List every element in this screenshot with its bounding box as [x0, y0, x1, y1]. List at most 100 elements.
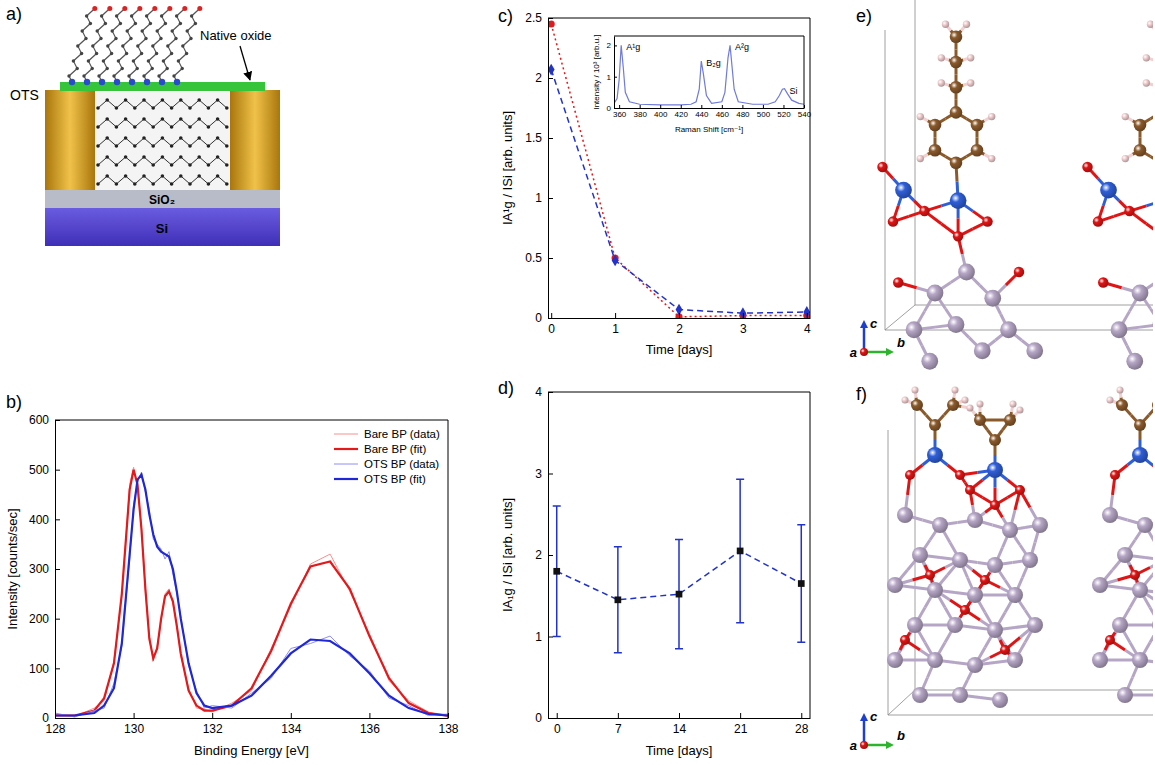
tick: 2	[535, 548, 553, 562]
ots-chain	[129, 9, 155, 83]
error-bar	[675, 540, 683, 649]
tick: 460	[716, 105, 730, 119]
tick-label: 7	[615, 722, 622, 736]
ots-atom	[136, 44, 139, 47]
tick-mark	[212, 713, 213, 718]
tick: 130	[124, 713, 144, 736]
marker	[803, 306, 810, 318]
ots-atom	[155, 52, 158, 55]
ots-atom	[157, 74, 160, 77]
bp-atom	[105, 155, 109, 159]
peak-label: Si	[789, 86, 797, 96]
atom	[1126, 353, 1143, 370]
ots-atom	[166, 67, 169, 70]
axis: 01234	[535, 385, 553, 725]
panel-label: a)	[6, 4, 22, 24]
tick-mark	[548, 18, 553, 19]
tick-label: 28	[795, 722, 809, 736]
bp-atom	[161, 136, 165, 140]
bp-atom	[207, 163, 211, 167]
bp-atom	[124, 155, 128, 159]
atom	[982, 216, 993, 227]
atom	[955, 470, 965, 480]
structure-e: cba	[850, 0, 1155, 370]
legend-swatch	[334, 448, 358, 450]
ots-atom	[177, 59, 180, 62]
bp-atom	[105, 174, 109, 178]
ots-atom	[112, 74, 115, 77]
tick: 0	[554, 713, 561, 736]
ots-atom	[190, 14, 193, 17]
atom	[967, 657, 983, 673]
atom	[902, 397, 909, 404]
bp-atom	[179, 98, 183, 102]
bp-channel	[95, 92, 230, 190]
tick-label: 2	[535, 548, 542, 562]
atom	[947, 617, 963, 633]
ots-anchor	[99, 79, 105, 85]
ots-atom	[82, 74, 85, 77]
atom	[1015, 485, 1025, 495]
bp-atom	[151, 106, 155, 110]
tick-label: 1	[607, 73, 612, 82]
bonds	[1100, 390, 1153, 700]
atom	[950, 106, 963, 119]
bp-atom	[216, 155, 220, 159]
bp-atom	[115, 106, 119, 110]
unit-cell	[888, 690, 915, 715]
bp-atom	[216, 136, 220, 140]
plot-area	[614, 45, 804, 104]
ots-atom	[166, 44, 169, 47]
tick-label: 0.5	[525, 251, 542, 265]
bond	[1146, 201, 1153, 206]
atom	[888, 216, 899, 227]
tick-mark	[55, 420, 60, 421]
tick-mark	[681, 105, 682, 108]
tick-label: 2.5	[525, 11, 542, 25]
bp-atom	[96, 182, 100, 186]
structure-f: cba	[850, 387, 1155, 754]
bond	[1151, 309, 1154, 325]
atom	[1117, 687, 1133, 703]
tick-label: 134	[281, 722, 301, 736]
tick: 440	[695, 105, 709, 119]
ots-atom	[114, 37, 117, 40]
atom	[987, 557, 1003, 573]
bp-atom	[170, 144, 174, 148]
atom	[1134, 119, 1147, 132]
x-axis-title: Time [days]	[646, 743, 713, 758]
bp-atom	[115, 182, 119, 186]
ots-chain	[84, 9, 110, 83]
atom	[1102, 507, 1118, 523]
tick-label: 500	[29, 463, 49, 477]
atom	[912, 687, 928, 703]
atom	[919, 206, 930, 217]
bp-atom	[124, 117, 128, 121]
ots-atom	[72, 59, 75, 62]
tick: 300	[29, 562, 60, 576]
bond	[1151, 157, 1154, 163]
tick-mark	[55, 569, 60, 570]
legend-label: Bare BP (fit)	[364, 443, 427, 455]
tick-mark	[551, 313, 552, 318]
marker	[737, 548, 744, 555]
tick-mark	[548, 392, 553, 393]
axis: 360380400420440460480500520540	[613, 105, 812, 119]
tick-label: 380	[633, 110, 647, 119]
ots-atom	[107, 6, 112, 11]
ots-atom	[186, 29, 189, 32]
atom	[1143, 79, 1150, 86]
atom	[971, 144, 984, 157]
atom	[1000, 645, 1010, 655]
tick-label: 520	[777, 110, 791, 119]
atom	[1132, 447, 1148, 463]
tick: 420	[675, 105, 689, 119]
atom	[971, 119, 984, 132]
ots-atom	[81, 29, 84, 32]
atoms	[887, 387, 1048, 709]
tick-mark	[548, 198, 553, 199]
ots-chain	[114, 9, 140, 83]
plot-frame	[804, 36, 805, 108]
ots-atom	[126, 29, 129, 32]
plot-frame	[614, 36, 804, 37]
